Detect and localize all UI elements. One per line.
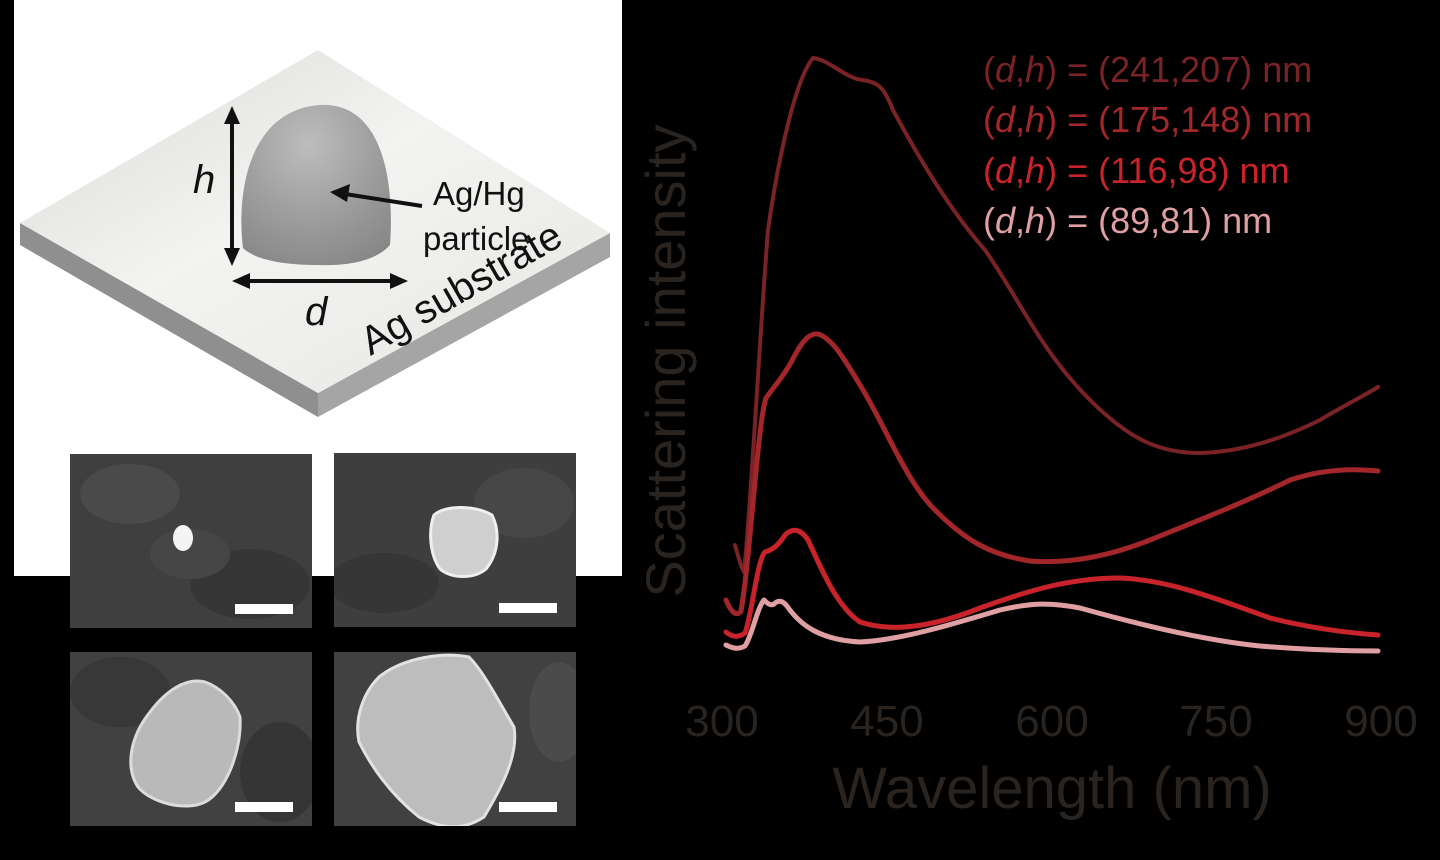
series-line-175-148 [723,331,1381,617]
series-line-241-207 [733,56,1380,574]
substrate-left-side [20,223,318,417]
legend-item-175-148: (d,h) = (175,148) nm [983,99,1313,140]
x-tick-750: 750 [1179,697,1253,746]
sem-image-top-right [334,453,576,627]
particle-label-line2: particle [423,220,530,257]
x-tick-600: 600 [1015,697,1089,746]
series-line-116-98 [723,527,1381,639]
sem-image-bottom-right [334,652,576,826]
particle-blob [429,506,499,578]
x-tick-900: 900 [1344,697,1418,746]
height-label: h [193,158,216,202]
scale-bar [499,603,557,613]
x-tick-300: 300 [685,697,759,746]
x-axis-title: Wavelength (nm) [832,756,1272,821]
sem-image-bottom-left [70,652,312,826]
y-axis-title: Scattering intensity [634,124,697,598]
scale-bar [499,802,557,812]
particle-label-line1: Ag/Hg [433,175,525,212]
series-line-89-81 [723,597,1381,654]
particle-blob [356,653,517,826]
diameter-label: d [305,290,328,334]
x-tick-450: 450 [850,697,924,746]
substrate-illustration [20,50,610,417]
scale-bar [235,802,293,812]
substrate-right-side [318,233,610,417]
particle-blob [173,525,193,551]
particle-blob [129,679,242,808]
sem-image-top-left [70,454,312,628]
particle-pointer-arrow [330,184,423,208]
legend-item-116-98: (d,h) = (116,98) nm [983,150,1290,191]
particle-dome [241,104,391,266]
scale-bar [235,604,293,614]
legend-item-241-207: (d,h) = (241,207) nm [983,52,1312,88]
legend-color: (d,h) = (241,207) nm [983,49,1313,90]
height-arrow [224,106,240,266]
legend-item-89-81: (d,h) = (89,81) nm [983,200,1273,241]
diameter-arrow [232,273,408,289]
